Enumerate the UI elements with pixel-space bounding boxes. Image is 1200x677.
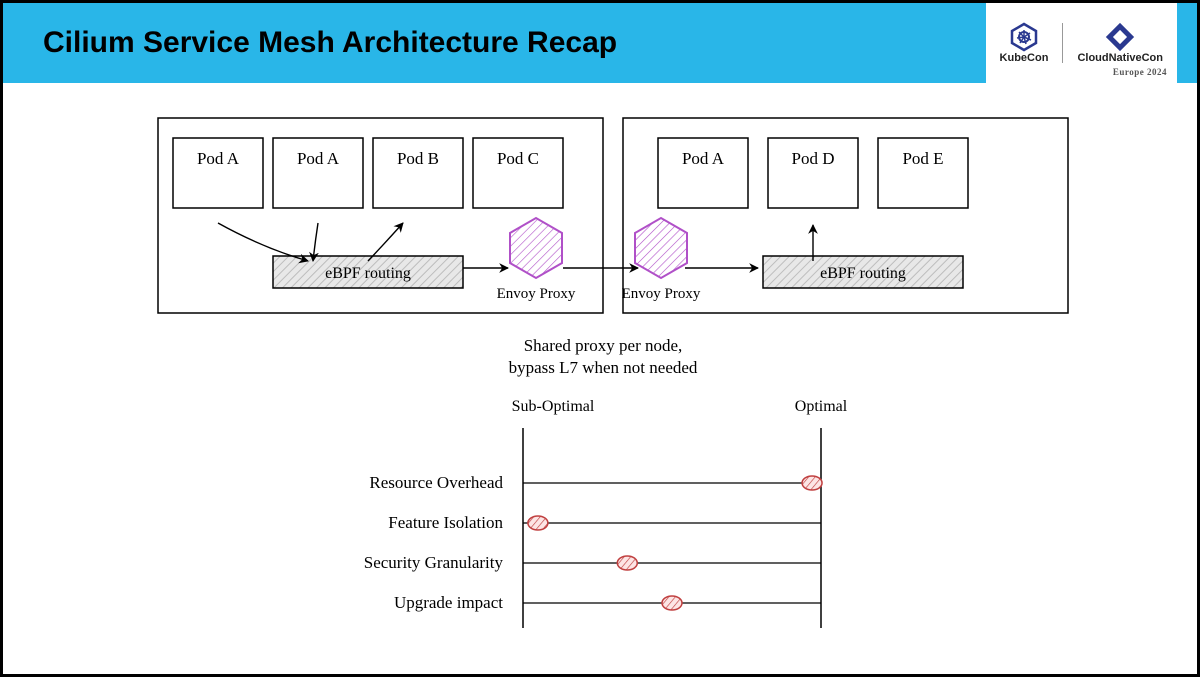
metric-marker bbox=[617, 556, 637, 570]
event-logos: KubeCon CloudNativeCon Europe 2024 bbox=[986, 3, 1177, 83]
envoy-label: Envoy Proxy bbox=[622, 286, 701, 302]
caption-line-2: bypass L7 when not needed bbox=[509, 358, 698, 377]
pod-label: Pod D bbox=[792, 149, 835, 168]
envoy-label: Envoy Proxy bbox=[497, 286, 576, 302]
kubecon-logo: KubeCon bbox=[1000, 22, 1049, 64]
metric-label: Feature Isolation bbox=[388, 513, 503, 532]
envoy-hexagon bbox=[510, 218, 562, 278]
cloudnativecon-logo: CloudNativeCon bbox=[1077, 22, 1163, 64]
scale-right-label: Optimal bbox=[795, 398, 848, 415]
caption-line-1: Shared proxy per node, bbox=[524, 336, 683, 355]
pod-label: Pod A bbox=[197, 149, 240, 168]
metric-label: Upgrade impact bbox=[394, 593, 503, 612]
cloudnativecon-icon bbox=[1105, 22, 1135, 52]
metric-marker bbox=[802, 476, 822, 490]
ebpf-label: eBPF routing bbox=[820, 265, 906, 282]
event-year: Europe 2024 bbox=[1113, 67, 1167, 77]
scale-left-label: Sub-Optimal bbox=[512, 398, 595, 415]
pod-label: Pod A bbox=[682, 149, 725, 168]
logo-divider bbox=[1062, 23, 1063, 63]
kubecon-icon bbox=[1009, 22, 1039, 52]
slide-title: Cilium Service Mesh Architecture Recap bbox=[43, 26, 617, 60]
ebpf-label: eBPF routing bbox=[325, 265, 411, 282]
metric-marker bbox=[528, 516, 548, 530]
metric-label: Resource Overhead bbox=[369, 473, 503, 492]
metric-label: Security Granularity bbox=[364, 553, 504, 572]
pod-label: Pod E bbox=[902, 149, 943, 168]
envoy-hexagon bbox=[635, 218, 687, 278]
metric-marker bbox=[662, 596, 682, 610]
pod-label: Pod A bbox=[297, 149, 340, 168]
pod-label: Pod B bbox=[397, 149, 439, 168]
slide-header: Cilium Service Mesh Architecture Recap K… bbox=[3, 3, 1197, 83]
diagram: Pod A Pod A Pod B Pod C eBPF routing Envoy Pr… bbox=[3, 83, 1197, 673]
pod-label: Pod C bbox=[497, 149, 539, 168]
